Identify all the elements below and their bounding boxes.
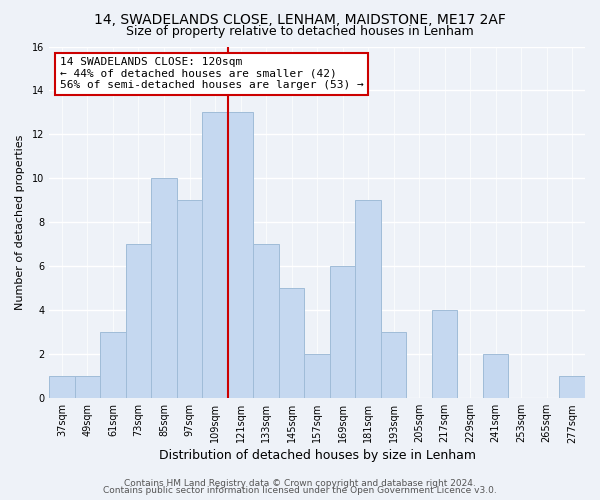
Bar (49, 376, 74, 398)
Bar (100, 332, 126, 398)
Text: 14, SWADELANDS CLOSE, LENHAM, MAIDSTONE, ME17 2AF: 14, SWADELANDS CLOSE, LENHAM, MAIDSTONE,… (94, 12, 506, 26)
Bar (74, 376, 100, 398)
Text: Size of property relative to detached houses in Lenham: Size of property relative to detached ho… (126, 25, 474, 38)
Bar (126, 244, 151, 398)
Bar (202, 112, 228, 398)
Bar (228, 112, 253, 398)
Bar (279, 288, 304, 398)
Bar (330, 266, 355, 398)
Bar (381, 332, 406, 398)
Text: Contains HM Land Registry data © Crown copyright and database right 2024.: Contains HM Land Registry data © Crown c… (124, 478, 476, 488)
Bar (432, 310, 457, 398)
Text: 14 SWADELANDS CLOSE: 120sqm
← 44% of detached houses are smaller (42)
56% of sem: 14 SWADELANDS CLOSE: 120sqm ← 44% of det… (60, 57, 364, 90)
Y-axis label: Number of detached properties: Number of detached properties (15, 134, 25, 310)
Bar (304, 354, 330, 398)
Bar (355, 200, 381, 398)
Bar (177, 200, 202, 398)
Bar (253, 244, 279, 398)
Bar (483, 354, 508, 398)
Bar (559, 376, 585, 398)
Bar (151, 178, 177, 398)
Text: Contains public sector information licensed under the Open Government Licence v3: Contains public sector information licen… (103, 486, 497, 495)
X-axis label: Distribution of detached houses by size in Lenham: Distribution of detached houses by size … (158, 450, 476, 462)
